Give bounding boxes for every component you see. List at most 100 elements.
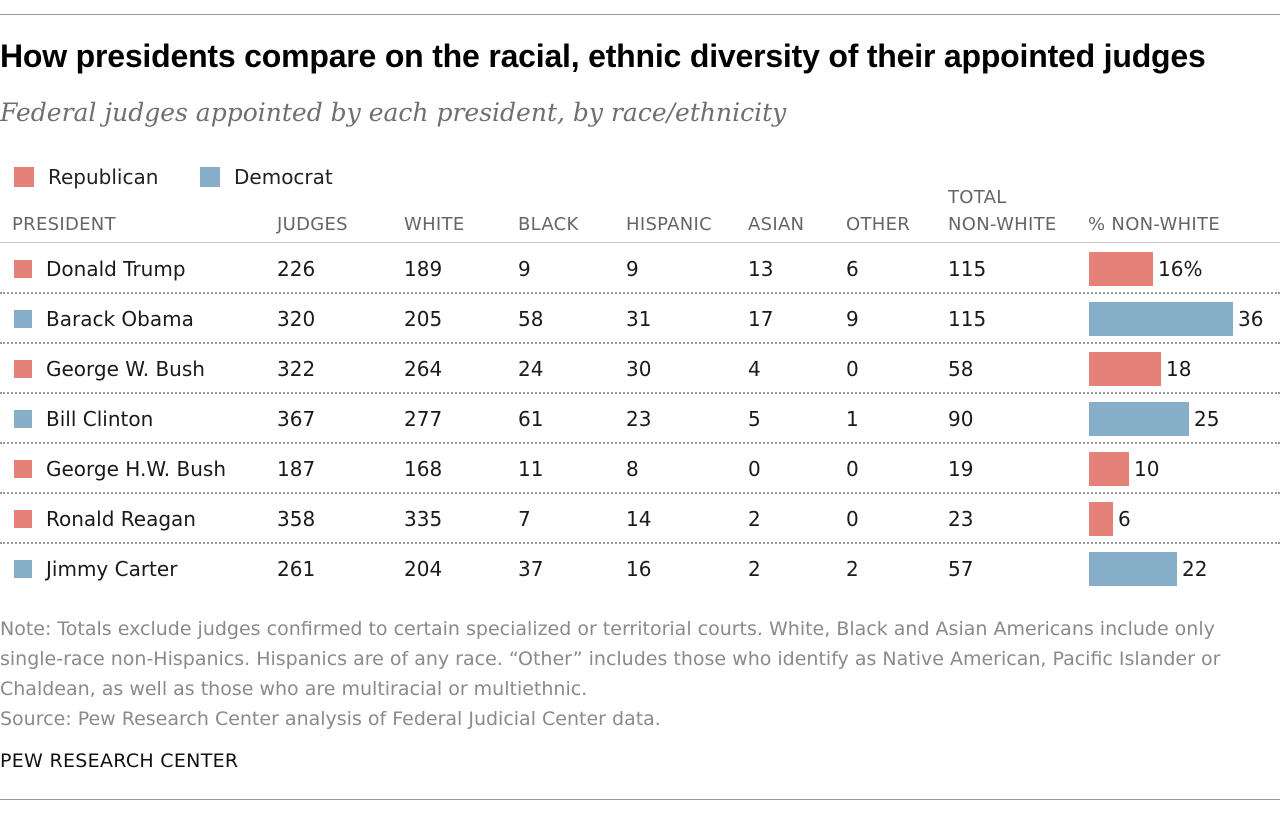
cell-white: 205 bbox=[404, 307, 443, 331]
legend-democrat: Democrat bbox=[200, 164, 333, 190]
cell-president: George H.W. Bush bbox=[46, 457, 226, 481]
cell-other: 0 bbox=[846, 507, 859, 531]
cell-president: Barack Obama bbox=[46, 307, 194, 331]
cell-black: 24 bbox=[518, 357, 544, 381]
brand-text: PEW RESEARCH CENTER bbox=[0, 750, 239, 772]
cell-president: George W. Bush bbox=[46, 357, 205, 381]
party-marker bbox=[14, 510, 32, 528]
row-separator bbox=[0, 292, 1280, 294]
cell-judges: 261 bbox=[277, 557, 316, 581]
pct-nonwhite-bar bbox=[1089, 552, 1177, 586]
cell-hispanic: 14 bbox=[626, 507, 652, 531]
party-marker bbox=[14, 310, 32, 328]
chart-title: How presidents compare on the racial, et… bbox=[0, 38, 1206, 74]
cell-asian: 13 bbox=[748, 257, 774, 281]
pct-nonwhite-bar bbox=[1089, 502, 1113, 536]
pct-nonwhite-bar bbox=[1089, 452, 1129, 486]
source-text: Source: Pew Research Center analysis of … bbox=[0, 708, 661, 730]
pct-nonwhite-label: 16% bbox=[1158, 257, 1203, 281]
table-row: George W. Bush 322 264 24 30 4 0 58 18 bbox=[0, 344, 1280, 394]
note-text: Note: Totals exclude judges confirmed to… bbox=[0, 618, 1221, 700]
cell-judges: 187 bbox=[277, 457, 316, 481]
table-row: George H.W. Bush 187 168 11 8 0 0 19 10 bbox=[0, 444, 1280, 494]
pct-nonwhite-label: 22 bbox=[1182, 557, 1208, 581]
pct-nonwhite-label: 36 bbox=[1238, 307, 1264, 331]
cell-total-nonwhite: 57 bbox=[948, 557, 974, 581]
legend-swatch-republican bbox=[14, 167, 34, 187]
cell-asian: 4 bbox=[748, 357, 761, 381]
table-row: Ronald Reagan 358 335 7 14 2 0 23 6 bbox=[0, 494, 1280, 544]
cell-judges: 367 bbox=[277, 407, 316, 431]
table-row: Bill Clinton 367 277 61 23 5 1 90 25 bbox=[0, 394, 1280, 444]
cell-total-nonwhite: 23 bbox=[948, 507, 974, 531]
pct-nonwhite-label: 6 bbox=[1118, 507, 1131, 531]
chart-subtitle: Federal judges appointed by each preside… bbox=[0, 98, 787, 127]
party-marker bbox=[14, 560, 32, 578]
cell-other: 0 bbox=[846, 457, 859, 481]
legend-swatch-democrat bbox=[200, 167, 220, 187]
cell-black: 58 bbox=[518, 307, 544, 331]
table-row: Donald Trump 226 189 9 9 13 6 115 16% bbox=[0, 244, 1280, 294]
cell-black: 9 bbox=[518, 257, 531, 281]
cell-judges: 322 bbox=[277, 357, 316, 381]
party-marker bbox=[14, 360, 32, 378]
cell-white: 204 bbox=[404, 557, 443, 581]
cell-hispanic: 23 bbox=[626, 407, 652, 431]
cell-white: 335 bbox=[404, 507, 443, 531]
cell-hispanic: 16 bbox=[626, 557, 652, 581]
cell-white: 277 bbox=[404, 407, 443, 431]
pct-nonwhite-label: 25 bbox=[1194, 407, 1220, 431]
header-white: WHITE bbox=[404, 214, 465, 235]
cell-total-nonwhite: 58 bbox=[948, 357, 974, 381]
party-marker bbox=[14, 260, 32, 278]
header-pct-nonwhite: % NON-WHITE bbox=[1088, 214, 1220, 235]
pct-nonwhite-bar bbox=[1089, 302, 1233, 336]
legend-republican: Republican bbox=[14, 164, 158, 190]
cell-judges: 358 bbox=[277, 507, 316, 531]
cell-white: 189 bbox=[404, 257, 443, 281]
header-president: PRESIDENT bbox=[12, 214, 116, 235]
cell-asian: 5 bbox=[748, 407, 761, 431]
cell-black: 61 bbox=[518, 407, 544, 431]
cell-other: 2 bbox=[846, 557, 859, 581]
row-separator bbox=[0, 492, 1280, 494]
cell-judges: 226 bbox=[277, 257, 316, 281]
party-marker bbox=[14, 460, 32, 478]
header-divider bbox=[0, 242, 1280, 243]
cell-hispanic: 8 bbox=[626, 457, 639, 481]
cell-black: 37 bbox=[518, 557, 544, 581]
cell-total-nonwhite: 90 bbox=[948, 407, 974, 431]
cell-hispanic: 31 bbox=[626, 307, 652, 331]
cell-asian: 2 bbox=[748, 507, 761, 531]
cell-white: 168 bbox=[404, 457, 443, 481]
cell-president: Bill Clinton bbox=[46, 407, 154, 431]
header-total-line2: NON-WHITE bbox=[948, 214, 1057, 235]
pct-nonwhite-label: 10 bbox=[1134, 457, 1160, 481]
cell-black: 11 bbox=[518, 457, 544, 481]
header-judges: JUDGES bbox=[277, 214, 348, 235]
header-black: BLACK bbox=[518, 214, 579, 235]
cell-judges: 320 bbox=[277, 307, 316, 331]
cell-white: 264 bbox=[404, 357, 443, 381]
cell-total-nonwhite: 115 bbox=[948, 307, 987, 331]
party-marker bbox=[14, 410, 32, 428]
cell-president: Ronald Reagan bbox=[46, 507, 196, 531]
cell-asian: 0 bbox=[748, 457, 761, 481]
row-separator bbox=[0, 342, 1280, 344]
pct-nonwhite-label: 18 bbox=[1166, 357, 1192, 381]
bottom-rule bbox=[0, 799, 1280, 800]
header-total-line1: TOTAL bbox=[948, 187, 1007, 208]
cell-president: Jimmy Carter bbox=[46, 557, 178, 581]
table-row: Barack Obama 320 205 58 31 17 9 115 36 bbox=[0, 294, 1280, 344]
cell-other: 1 bbox=[846, 407, 859, 431]
header-hispanic: HISPANIC bbox=[626, 214, 713, 235]
legend-label-democrat: Democrat bbox=[234, 165, 333, 189]
top-rule bbox=[0, 14, 1280, 15]
cell-hispanic: 9 bbox=[626, 257, 639, 281]
cell-asian: 2 bbox=[748, 557, 761, 581]
cell-total-nonwhite: 115 bbox=[948, 257, 987, 281]
legend-label-republican: Republican bbox=[48, 165, 159, 189]
cell-other: 6 bbox=[846, 257, 859, 281]
pct-nonwhite-bar bbox=[1089, 352, 1161, 386]
cell-black: 7 bbox=[518, 507, 531, 531]
